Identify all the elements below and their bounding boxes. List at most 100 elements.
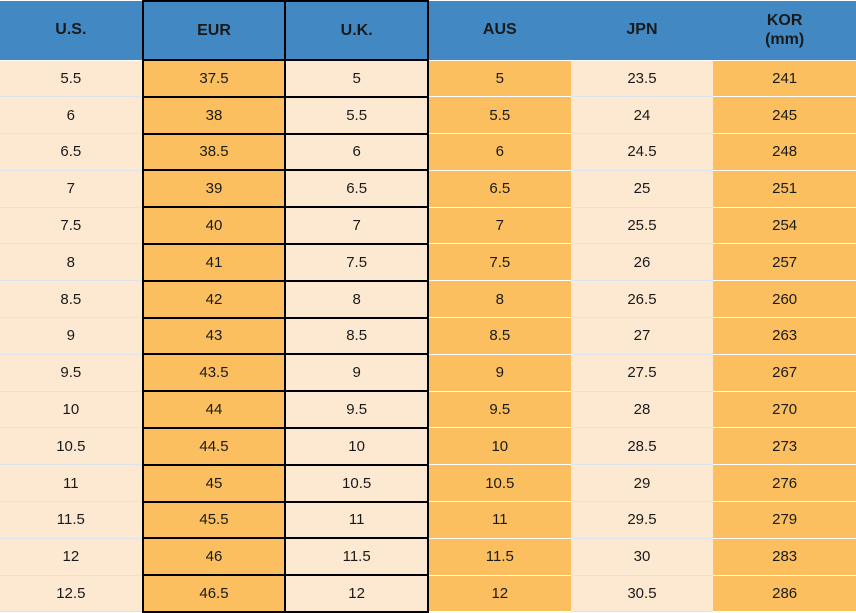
table-cell-kor: 254 — [713, 207, 856, 245]
table-cell-aus: 9.5 — [427, 391, 571, 429]
table-cell-jpn: 30.5 — [570, 575, 714, 613]
table-row: 10.5 44.5 10 10 28.5 273 — [0, 426, 856, 466]
table-cell-kor: 270 — [713, 391, 856, 429]
table-cell-us: 12 — [0, 538, 143, 576]
table-cell-us: 11.5 — [0, 501, 143, 539]
table-row: 11 45 10.5 10.5 29 276 — [0, 463, 856, 503]
table-cell-us: 6 — [0, 96, 143, 135]
column-header-us: U.S. — [0, 1, 143, 61]
table-cell-aus: 6 — [427, 133, 571, 171]
table-cell-kor: 260 — [713, 280, 856, 319]
table-cell-aus: 10.5 — [427, 464, 571, 503]
table-cell-kor: 245 — [713, 96, 856, 135]
column-header-kor-line1: KOR — [766, 12, 803, 30]
column-header-jpn: JPN — [570, 1, 714, 61]
table-cell-eur: 43.5 — [141, 353, 287, 393]
table-cell-eur: 38.5 — [141, 132, 287, 172]
column-header-eur: EUR — [141, 0, 287, 61]
table-row: 8.5 42 8 8 26.5 260 — [0, 279, 856, 319]
table-cell-jpn: 25 — [570, 170, 714, 208]
table-cell-uk: 7 — [284, 206, 429, 245]
table-cell-aus: 10 — [427, 427, 571, 466]
table-cell-jpn: 29 — [570, 464, 714, 503]
table-cell-uk: 6.5 — [284, 169, 429, 209]
table-cell-eur: 46 — [141, 537, 287, 577]
table-cell-us: 10 — [0, 391, 143, 429]
table-cell-uk: 9 — [284, 353, 429, 393]
table-cell-eur: 42 — [141, 279, 287, 319]
table-body: 5.5 37.5 5 5 23.5 241 6 38 5.5 5.5 24 245 6.5 38.5 6 6 2… — [0, 59, 856, 613]
table-cell-us: 7 — [0, 170, 143, 208]
table-cell-eur: 46.5 — [141, 574, 287, 613]
table-cell-aus: 7.5 — [427, 243, 571, 282]
table-cell-jpn: 26 — [570, 243, 714, 282]
table-cell-uk: 12 — [284, 574, 429, 613]
column-header-kor-line2: (mm) — [765, 31, 805, 49]
table-cell-eur: 45.5 — [141, 500, 287, 540]
table-cell-kor: 251 — [713, 170, 856, 208]
table-cell-aus: 9 — [427, 354, 571, 392]
table-cell-us: 8.5 — [0, 280, 143, 319]
table-cell-eur: 39 — [141, 169, 287, 209]
table-cell-kor: 257 — [713, 243, 856, 282]
table-cell-aus: 11.5 — [427, 538, 571, 576]
table-cell-jpn: 27.5 — [570, 354, 714, 392]
column-header-aus: AUS — [427, 1, 571, 61]
table-row: 9 43 8.5 8.5 27 263 — [0, 316, 856, 356]
table-row: 6 38 5.5 5.5 24 245 — [0, 95, 856, 135]
table-cell-us: 9.5 — [0, 354, 143, 392]
table-cell-kor: 241 — [713, 60, 856, 98]
table-cell-us: 11 — [0, 464, 143, 503]
table-cell-aus: 5 — [427, 60, 571, 98]
table-cell-aus: 11 — [427, 501, 571, 539]
table-cell-jpn: 24 — [570, 96, 714, 135]
table-cell-jpn: 26.5 — [570, 280, 714, 319]
table-cell-aus: 8.5 — [427, 317, 571, 355]
table-cell-eur: 44 — [141, 390, 287, 429]
table-cell-jpn: 30 — [570, 538, 714, 576]
table-cell-uk: 11 — [284, 500, 429, 540]
table-cell-jpn: 23.5 — [570, 60, 714, 98]
table-cell-eur: 40 — [141, 206, 287, 245]
table-cell-jpn: 25.5 — [570, 207, 714, 245]
table-cell-kor: 283 — [713, 538, 856, 576]
table-row: 12 46 11.5 11.5 30 283 — [0, 537, 856, 577]
table-cell-eur: 44.5 — [141, 426, 287, 466]
table-cell-uk: 6 — [284, 132, 429, 172]
table-row: 8 41 7.5 7.5 26 257 — [0, 242, 856, 282]
table-cell-eur: 37.5 — [141, 59, 287, 98]
table-cell-uk: 11.5 — [284, 537, 429, 577]
table-cell-uk: 5.5 — [284, 95, 429, 135]
table-cell-uk: 8 — [284, 279, 429, 319]
table-cell-uk: 10.5 — [284, 463, 429, 503]
table-cell-aus: 7 — [427, 207, 571, 245]
table-cell-jpn: 24.5 — [570, 133, 714, 171]
table-cell-us: 7.5 — [0, 207, 143, 245]
table-cell-eur: 41 — [141, 242, 287, 282]
table-cell-kor: 279 — [713, 501, 856, 539]
table-cell-kor: 276 — [713, 464, 856, 503]
column-header-kor: KOR (mm) — [713, 1, 856, 61]
table-cell-kor: 263 — [713, 317, 856, 355]
table-cell-us: 10.5 — [0, 427, 143, 466]
table-cell-eur: 45 — [141, 463, 287, 503]
table-cell-jpn: 28 — [570, 391, 714, 429]
table-cell-us: 5.5 — [0, 60, 143, 98]
table-cell-us: 12.5 — [0, 575, 143, 613]
table-cell-aus: 12 — [427, 575, 571, 613]
table-row: 11.5 45.5 11 11 29.5 279 — [0, 500, 856, 540]
table-cell-uk: 10 — [284, 426, 429, 466]
table-cell-eur: 43 — [141, 316, 287, 356]
table-row: 6.5 38.5 6 6 24.5 248 — [0, 132, 856, 172]
table-cell-aus: 5.5 — [427, 96, 571, 135]
table-cell-uk: 8.5 — [284, 316, 429, 356]
table-cell-uk: 7.5 — [284, 242, 429, 282]
table-row: 10 44 9.5 9.5 28 270 — [0, 390, 856, 429]
table-cell-kor: 267 — [713, 354, 856, 392]
table-cell-us: 8 — [0, 243, 143, 282]
table-cell-us: 9 — [0, 317, 143, 355]
table-cell-kor: 273 — [713, 427, 856, 466]
table-cell-us: 6.5 — [0, 133, 143, 171]
